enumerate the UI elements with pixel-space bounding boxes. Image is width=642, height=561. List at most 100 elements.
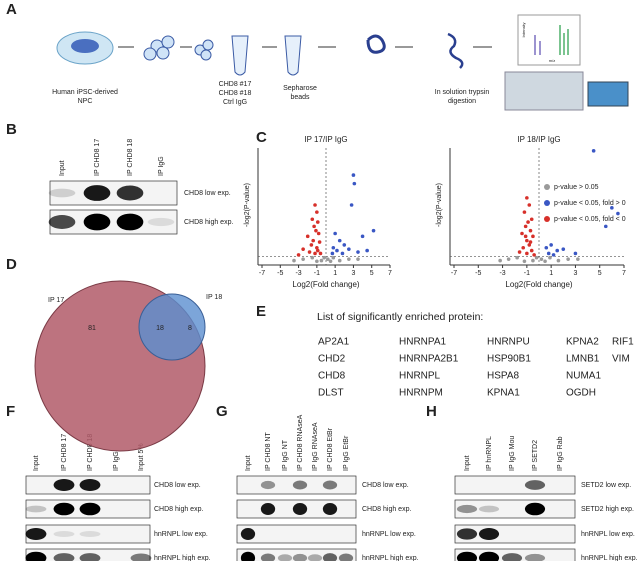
blot-band [25,528,47,540]
blot-band [478,528,500,540]
data-point [529,217,534,222]
blot-band [48,215,76,229]
legend-marker [544,184,550,190]
protein-name: HNRNPA1 [399,337,446,348]
protein-name: RIF1 [612,337,634,348]
spectrum-axis: Intensity [521,23,526,38]
blot-band [292,480,308,490]
protein-name: NUMA1 [566,371,601,382]
data-point [556,258,561,263]
blot-band [322,553,338,561]
venn-set-label: IP 17 [48,297,64,304]
blot-band [25,551,47,561]
data-point [573,251,578,256]
panel-label: D [6,256,17,273]
x-tick-label: 7 [388,270,392,277]
protein-name: HNRNPU [487,337,530,348]
data-point [309,243,314,247]
legend-marker [544,200,550,206]
blot-band [79,479,101,491]
row-label: hnRNPL high exp. [154,555,211,561]
panel-label: A [6,1,17,18]
blot-band [292,553,308,561]
lane-label: Input [464,455,471,471]
data-point [342,243,347,247]
blot-band [478,505,500,513]
protein-name: OGDH [566,388,596,399]
blot-band [260,503,276,515]
data-point [315,248,320,253]
data-point [531,234,535,239]
blot-band [116,185,144,201]
data-point [307,250,312,254]
blot-band [53,553,75,561]
row-label: SETD2 low exp. [581,482,631,489]
workflow-step: Ctrl IgG [223,99,247,106]
workflow-step: digestion [448,98,476,105]
data-point [528,228,533,233]
workflow-icons [56,14,629,111]
protein-name: HNRNPA2B1 [399,354,459,365]
data-point [591,149,596,153]
blot-band [25,505,47,513]
protein-name: HNRNPM [399,388,443,399]
data-point [347,247,351,251]
row-label: hnRNPL low exp. [362,531,416,538]
x-tick-label: -3 [295,270,301,277]
venn-count: 81 [88,325,96,332]
data-point [356,250,360,254]
blot-band [338,553,354,561]
row-label: CHD8 low exp. [184,190,231,197]
data-point [337,258,342,263]
data-point [525,196,529,200]
data-point [330,251,335,256]
protein-name: LMNB1 [566,354,600,365]
data-point [546,251,551,256]
panel-label: G [216,403,228,420]
data-point [328,259,333,264]
row-label: CHD8 low exp. [154,482,201,489]
data-point [315,259,319,264]
protein-name: CHD2 [318,354,346,365]
lane-label: IP IgG Rab [557,436,564,471]
blot-strip [49,180,178,206]
x-tick-label: 7 [622,270,626,277]
protein-name: VIM [612,354,630,365]
data-point [301,247,305,251]
row-label: CHD8 high exp. [154,506,203,513]
data-point [525,251,529,256]
protein-name: HNRNPL [399,371,441,382]
data-point [315,245,319,250]
workflow-step: CHD8 #17 [219,81,252,88]
data-point [566,257,570,261]
data-point [529,248,534,253]
data-point [548,255,552,260]
data-point [316,231,321,236]
data-point [521,245,526,250]
data-point [549,243,553,247]
data-point [337,238,342,243]
blot-band [456,504,478,514]
x-tick-label: 3 [351,270,355,277]
data-point [523,234,528,239]
x-tick-label: -5 [277,270,283,277]
data-point [301,257,305,261]
row-label: hnRNPL low exp. [154,531,208,538]
data-point [333,231,337,236]
blot-band [53,479,75,491]
data-point [331,245,336,250]
blot-band [322,503,338,515]
venn-count: 8 [188,325,192,332]
workflow-step: In solution trypsin [435,89,490,96]
data-point [520,231,524,236]
workflow-step: NPC [78,98,93,105]
protein-name: DLST [318,388,344,399]
panel-label: E [256,303,266,320]
data-point [317,240,322,244]
blot-band [48,188,76,198]
blot-band [524,553,546,561]
data-point [310,255,315,260]
x-tick-label: -3 [499,270,505,277]
x-tick-label: 3 [573,270,577,277]
